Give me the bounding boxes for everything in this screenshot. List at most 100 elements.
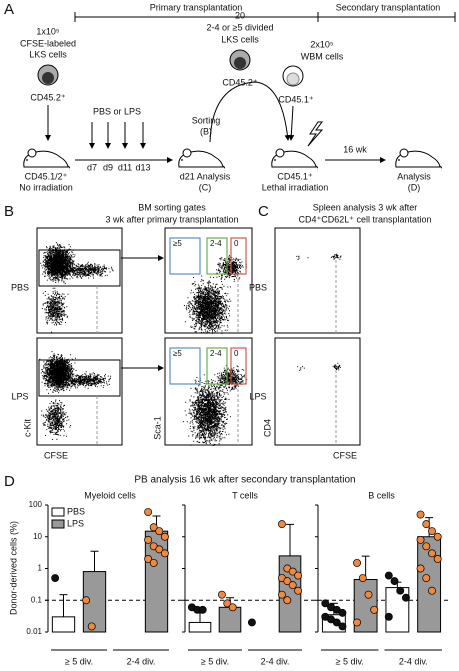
arrow — [209, 81, 291, 143]
flow-plots: ≥5 2-4 0 ≥5 2-4 0 — [36, 227, 361, 446]
plot-frame — [274, 337, 361, 446]
cell-events — [297, 366, 305, 371]
label: Analysis — [397, 171, 431, 181]
gate-label: 2-4 — [210, 239, 222, 248]
label: WBM cells — [301, 51, 344, 61]
data-point — [277, 520, 286, 529]
data-point — [155, 527, 164, 536]
data-point — [321, 599, 330, 608]
day: d7 — [87, 162, 97, 172]
data-point — [422, 520, 431, 529]
plot-frame — [36, 227, 123, 334]
data-point — [155, 545, 164, 554]
label: Sorting — [192, 115, 221, 125]
panel-label: D — [4, 473, 15, 490]
data-point — [160, 532, 169, 541]
legend-label: LPS — [67, 518, 84, 528]
gate — [206, 237, 228, 275]
label: LKS cells — [221, 34, 259, 44]
group-label: 2-4 div. — [127, 656, 156, 666]
row-label: PBS — [11, 282, 29, 292]
panel-title: Spleen analysis 3 wk after — [313, 202, 418, 212]
label: CD45.1⁺ — [278, 94, 314, 104]
day: d9 — [103, 162, 113, 172]
panel-label: C — [258, 203, 269, 220]
plot-frame — [36, 337, 123, 446]
data-point — [416, 564, 425, 573]
label: No irradiation — [19, 182, 73, 192]
cell-events — [56, 261, 114, 279]
panel-label: A — [4, 1, 14, 18]
data-point — [277, 590, 286, 599]
label: Lethal irradiation — [262, 182, 329, 192]
subpanel-title: T cells — [232, 490, 258, 500]
data-point — [217, 590, 226, 599]
label: 2-4 or ≥5 divided — [207, 22, 274, 32]
day: d13 — [135, 162, 150, 172]
plot-frame — [164, 227, 253, 334]
data-point — [294, 571, 303, 580]
data-point — [416, 535, 425, 544]
cell-events — [216, 254, 248, 282]
cell-events — [332, 362, 341, 371]
data-point — [82, 596, 91, 605]
label: (B) — [200, 126, 212, 136]
label: 2x10⁵ — [310, 39, 334, 49]
plot-frame — [274, 227, 361, 334]
data-point — [51, 574, 60, 583]
cell-events — [330, 253, 342, 260]
panel-title: CD4⁺CD62L⁺ cell transplantation — [298, 214, 431, 224]
axis-label: Sca-1 — [152, 416, 162, 440]
gate-label: ≥5 — [173, 239, 182, 248]
group-label: 2-4 div. — [261, 656, 290, 666]
subpanel-title: B cells — [368, 490, 395, 500]
cell-events — [41, 287, 69, 333]
data-point — [384, 571, 393, 580]
cell-events — [182, 374, 231, 446]
label: (D) — [408, 182, 421, 192]
data-point — [144, 535, 153, 544]
group-label: ≥ 5 div. — [201, 656, 229, 666]
irradiation-icon — [307, 121, 324, 147]
label: CFSE-labeled — [20, 38, 76, 48]
axis-label: CFSE — [44, 450, 68, 460]
label: 16 wk — [343, 144, 367, 154]
axis-label: CFSE — [333, 450, 357, 460]
label: d21 Analysis — [180, 171, 231, 181]
data-point — [283, 596, 292, 605]
mouse-icon — [23, 148, 70, 171]
gate-label: 0 — [234, 239, 239, 248]
axis-label: Donor-derived cells (%) — [8, 521, 18, 615]
mouse-icon — [271, 148, 318, 171]
group-label: 2-4 div. — [399, 656, 428, 666]
label: CD45.2⁺ — [222, 77, 258, 87]
gate — [169, 237, 201, 275]
header: Primary transplantation — [150, 2, 243, 12]
cell-icon — [42, 72, 54, 84]
gate — [206, 347, 228, 385]
timeline-bracket — [74, 12, 456, 22]
data-point — [390, 577, 399, 586]
row-label: LPS — [11, 391, 28, 401]
data-point — [247, 618, 256, 627]
data-point — [294, 586, 303, 595]
label: CD45.1/2⁺ — [25, 171, 68, 181]
group-label: ≥ 5 div. — [65, 656, 93, 666]
subpanel-title: Myeloid cells — [84, 490, 136, 500]
sort-gate — [38, 359, 121, 397]
data-point — [396, 586, 405, 595]
data-point — [370, 605, 379, 614]
data-point — [223, 599, 232, 608]
label: PBS or LPS — [93, 106, 141, 116]
data-point — [149, 558, 158, 567]
y-tick-label: 10 — [33, 532, 42, 541]
data-point — [428, 586, 436, 595]
legend-swatch — [51, 519, 65, 529]
mouse-icon — [178, 148, 225, 171]
label: CD45.2⁺ — [30, 92, 66, 102]
data-point — [144, 554, 153, 563]
data-point — [332, 618, 341, 627]
row-label: LPS — [249, 391, 266, 401]
data-point — [433, 532, 442, 541]
